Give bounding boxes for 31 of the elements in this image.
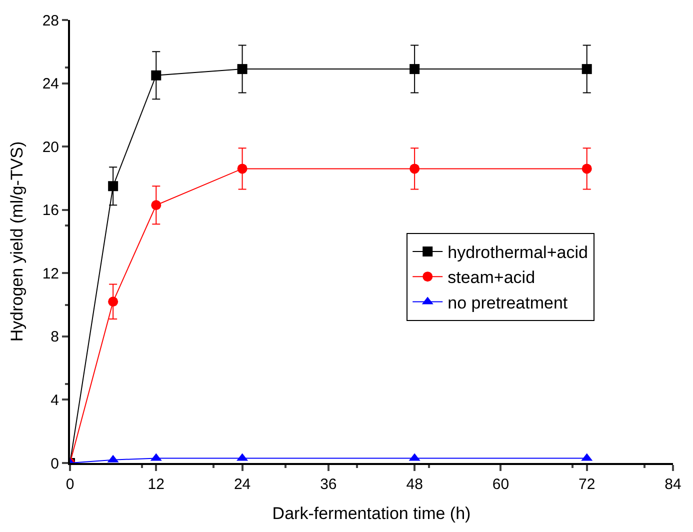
point xyxy=(582,64,592,74)
x-tick-label: 36 xyxy=(320,476,337,493)
y-axis-title: Hydrogen yield (ml/g-TVS) xyxy=(7,141,26,342)
point xyxy=(582,164,592,174)
y-tick-label: 28 xyxy=(42,12,59,30)
legend-label: steam+acid xyxy=(448,268,536,288)
point xyxy=(108,296,118,307)
point xyxy=(410,64,420,74)
point xyxy=(237,64,248,74)
x-tick-label: 84 xyxy=(664,476,682,493)
x-axis-title: Dark-fermentation time (h) xyxy=(272,504,471,523)
x-tick-label: 72 xyxy=(578,476,596,493)
y-tick-label: 8 xyxy=(50,328,59,346)
x-tick-label: 48 xyxy=(406,476,423,493)
y-tick-label: 0 xyxy=(50,455,59,472)
point xyxy=(410,164,420,174)
x-tick-label: 12 xyxy=(148,476,164,493)
point xyxy=(151,70,162,80)
x-tick-label: 0 xyxy=(66,476,74,493)
point xyxy=(151,200,162,210)
x-tick-label: 24 xyxy=(234,476,251,493)
y-tick-label: 4 xyxy=(50,392,59,409)
y-tick-label: 12 xyxy=(42,265,59,282)
y-tick-label: 16 xyxy=(42,202,59,220)
y-tick-label: 24 xyxy=(42,76,59,93)
legend-label: no pretreatment xyxy=(448,293,568,312)
x-tick-label: 60 xyxy=(492,476,510,493)
point xyxy=(108,181,118,192)
point xyxy=(237,164,248,174)
y-tick-label: 20 xyxy=(42,138,59,156)
legend-label: hydrothermal+acid xyxy=(448,243,588,262)
